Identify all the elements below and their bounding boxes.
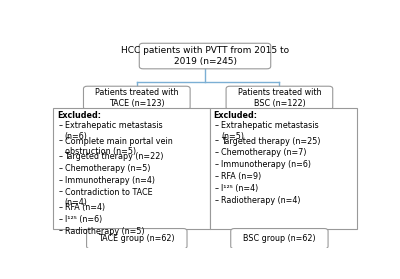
Text: –: – — [215, 172, 219, 181]
Text: Chemotherapy (n=7): Chemotherapy (n=7) — [221, 148, 307, 157]
Text: –: – — [215, 184, 219, 193]
Text: –: – — [215, 137, 219, 146]
Text: –: – — [58, 164, 62, 173]
Text: –: – — [58, 203, 62, 212]
Text: RFA (n=9): RFA (n=9) — [221, 172, 261, 181]
FancyBboxPatch shape — [139, 43, 271, 69]
Text: Excluded:: Excluded: — [213, 112, 257, 121]
Text: HCC patients with PVTT from 2015 to
2019 (n=245): HCC patients with PVTT from 2015 to 2019… — [121, 46, 289, 66]
Text: RFA (n=4): RFA (n=4) — [64, 203, 105, 212]
FancyBboxPatch shape — [86, 229, 187, 249]
Text: Radiotherapy (n=4): Radiotherapy (n=4) — [221, 196, 301, 205]
Text: Targeted therapy (n=25): Targeted therapy (n=25) — [221, 137, 321, 146]
Text: Patients treated with
TACE (n=123): Patients treated with TACE (n=123) — [95, 88, 178, 108]
Text: Chemotherapy (n=5): Chemotherapy (n=5) — [64, 164, 150, 173]
Text: –: – — [58, 187, 62, 196]
Text: –: – — [58, 227, 62, 235]
Text: Immunotherapy (n=4): Immunotherapy (n=4) — [64, 176, 154, 185]
Text: Extrahepatic metastasis
(n=5): Extrahepatic metastasis (n=5) — [221, 121, 319, 141]
Text: –: – — [58, 152, 62, 161]
Text: I¹²⁵ (n=4): I¹²⁵ (n=4) — [221, 184, 258, 193]
Text: Complete main portal vein
obstruction (n=5): Complete main portal vein obstruction (n… — [64, 137, 172, 156]
Text: –: – — [215, 196, 219, 205]
Text: BSC group (n=62): BSC group (n=62) — [243, 234, 316, 243]
Text: I¹²⁵ (n=6): I¹²⁵ (n=6) — [64, 215, 102, 224]
Text: –: – — [58, 215, 62, 224]
FancyBboxPatch shape — [84, 86, 190, 110]
FancyBboxPatch shape — [231, 229, 328, 249]
Text: Targeted therapy (n=22): Targeted therapy (n=22) — [64, 152, 164, 161]
Text: Radiotherapy (n=5): Radiotherapy (n=5) — [64, 227, 144, 235]
Text: Contradiction to TACE
(n=4): Contradiction to TACE (n=4) — [64, 187, 152, 207]
Text: –: – — [58, 121, 62, 130]
Bar — [53, 108, 210, 229]
Text: Patients treated with
BSC (n=122): Patients treated with BSC (n=122) — [238, 88, 321, 108]
Text: –: – — [215, 148, 219, 157]
Text: –: – — [58, 176, 62, 185]
Text: TACE group (n=62): TACE group (n=62) — [98, 234, 175, 243]
Text: Extrahepatic metastasis
(n=6): Extrahepatic metastasis (n=6) — [64, 121, 162, 141]
Text: Immunotherapy (n=6): Immunotherapy (n=6) — [221, 160, 311, 169]
Bar — [210, 108, 357, 229]
Text: –: – — [58, 137, 62, 146]
Text: –: – — [215, 160, 219, 169]
Text: Excluded:: Excluded: — [57, 112, 101, 121]
Text: –: – — [215, 121, 219, 130]
FancyBboxPatch shape — [226, 86, 333, 110]
